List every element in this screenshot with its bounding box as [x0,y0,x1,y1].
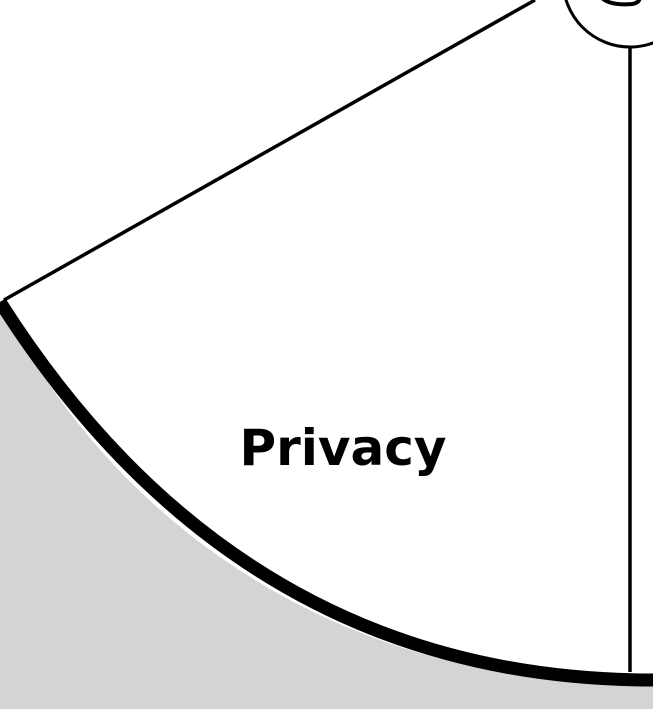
segment-divider-left [3,0,536,302]
wheel-segment-privacy[interactable] [0,0,630,681]
wheel-hub-icon [601,0,642,7]
wheel-segment-adjacent [630,0,653,680]
segment-label-privacy: Privacy [239,419,446,477]
wheel-hub [564,0,653,49]
wheel-outer-rim [0,298,653,687]
